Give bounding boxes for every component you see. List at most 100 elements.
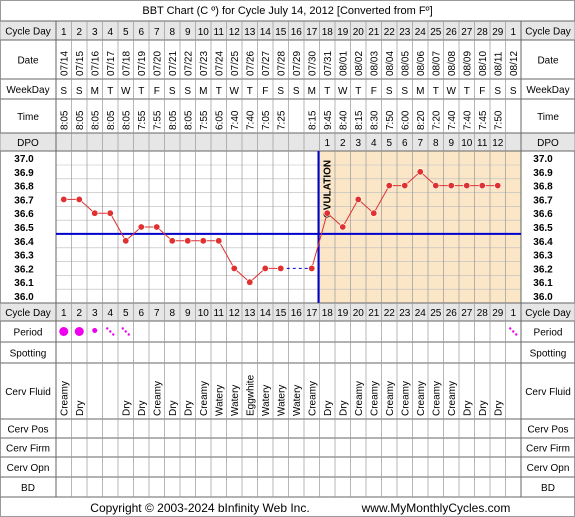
row-label-dpo: DPO bbox=[17, 138, 39, 149]
weekday-label: W bbox=[447, 86, 457, 97]
time-label: 7:40 bbox=[462, 110, 473, 130]
row-label-cerv_opn: Cerv Opn bbox=[527, 463, 570, 474]
weekday-label: T bbox=[464, 86, 470, 97]
temperature-point bbox=[91, 209, 99, 217]
cerv-fluid-label: Eggwhite bbox=[245, 374, 256, 416]
date-label: 07/21 bbox=[168, 51, 179, 76]
date-label: 07/31 bbox=[323, 51, 334, 76]
weekday-label: M bbox=[416, 86, 424, 97]
cycle-day-label: 22 bbox=[384, 27, 396, 38]
y-tick-label: 36.1 bbox=[14, 278, 34, 289]
cycle-day-label: 6 bbox=[138, 308, 144, 319]
cerv-fluid-label: Watery bbox=[292, 385, 303, 416]
cycle-day-label: 20 bbox=[353, 308, 365, 319]
y-tick-label: 36.6 bbox=[533, 209, 553, 220]
time-label: 7:45 bbox=[478, 110, 489, 130]
cycle-day-label: 7 bbox=[154, 27, 160, 38]
period-dot-medium bbox=[92, 328, 98, 333]
cerv-fluid-label: Creamy bbox=[369, 381, 380, 416]
cycle-day-label: 5 bbox=[123, 308, 129, 319]
period-dot-light bbox=[109, 330, 112, 333]
cycle-day-label: 1 bbox=[510, 308, 516, 319]
weekday-label: T bbox=[138, 86, 144, 97]
cycle-day-label: 1 bbox=[61, 308, 67, 319]
cerv-fluid-label: Dry bbox=[323, 400, 334, 416]
y-tick-label: 36.7 bbox=[14, 195, 34, 206]
cycle-day-label: 25 bbox=[430, 27, 442, 38]
row-label-cycle_day: Cycle Day bbox=[5, 308, 51, 319]
cycle-day-label: 26 bbox=[446, 308, 458, 319]
time-label: 7:55 bbox=[152, 110, 163, 130]
row-label-cycle_day: Cycle Day bbox=[525, 27, 571, 38]
cycle-day-label: 2 bbox=[76, 308, 82, 319]
cycle-day-label: 14 bbox=[260, 27, 272, 38]
temperature-point bbox=[308, 264, 316, 272]
weekday-label: S bbox=[169, 86, 176, 97]
y-tick-label: 36.0 bbox=[533, 292, 553, 303]
cerv-fluid-label: Watery bbox=[261, 385, 272, 416]
date-label: 07/22 bbox=[183, 51, 194, 76]
header-band-cd1 bbox=[0, 21, 575, 40]
period-dot-heavy bbox=[59, 327, 69, 336]
cycle-day-label: 1 bbox=[510, 27, 516, 38]
weekday-label: W bbox=[230, 86, 240, 97]
row-label-bd: BD bbox=[21, 483, 35, 494]
header-band-dpo bbox=[0, 133, 575, 151]
date-label: 08/10 bbox=[478, 51, 489, 76]
time-label: 7:40 bbox=[245, 110, 256, 130]
cerv-fluid-label: Creamy bbox=[416, 381, 427, 416]
temperature-point bbox=[478, 182, 486, 190]
time-label: 7:25 bbox=[276, 110, 287, 130]
y-tick-label: 36.4 bbox=[14, 237, 34, 248]
row-label-cerv_fluid: Cerv Fluid bbox=[5, 387, 51, 398]
time-label: 7:55 bbox=[137, 110, 148, 130]
temperature-point bbox=[339, 223, 347, 231]
temperature-point bbox=[137, 223, 145, 231]
temperature-point bbox=[463, 182, 471, 190]
time-label: 8:05 bbox=[59, 110, 70, 130]
period-dot-light bbox=[512, 330, 515, 333]
cycle-day-label: 11 bbox=[214, 27, 225, 38]
row-label-weekday: WeekDay bbox=[6, 85, 49, 96]
ovulation-label: OVULATION bbox=[323, 160, 334, 218]
row-label-cycle_day: Cycle Day bbox=[5, 27, 51, 38]
row-label-cerv_fluid: Cerv Fluid bbox=[525, 387, 571, 398]
cycle-day-label: 12 bbox=[229, 308, 241, 319]
time-label: 6:05 bbox=[214, 110, 225, 130]
temperature-point bbox=[106, 209, 114, 217]
cycle-day-label: 13 bbox=[244, 308, 256, 319]
y-tick-label: 36.2 bbox=[533, 264, 553, 275]
cerv-fluid-label: Dry bbox=[338, 400, 349, 416]
row-label-cerv_firm: Cerv Firm bbox=[6, 444, 50, 455]
period-dot-light bbox=[127, 333, 130, 336]
date-label: 07/16 bbox=[90, 51, 101, 76]
cerv-fluid-label: Dry bbox=[168, 400, 179, 416]
cerv-fluid-label: Creamy bbox=[447, 381, 458, 416]
weekday-label: W bbox=[121, 86, 131, 97]
weekday-label: M bbox=[308, 86, 316, 97]
weekday-label: S bbox=[293, 86, 300, 97]
weekday-label: F bbox=[371, 86, 377, 97]
period-dot-light bbox=[509, 327, 512, 330]
weekday-label: F bbox=[262, 86, 268, 97]
cycle-day-label: 4 bbox=[107, 308, 113, 319]
temperature-point bbox=[168, 237, 176, 245]
date-label: 07/23 bbox=[199, 51, 210, 76]
cycle-day-label: 23 bbox=[399, 27, 411, 38]
row-label-cerv_firm: Cerv Firm bbox=[526, 444, 570, 455]
cycle-day-label: 10 bbox=[198, 308, 210, 319]
y-tick-label: 36.9 bbox=[533, 168, 553, 179]
y-tick-label: 37.0 bbox=[14, 154, 34, 165]
date-label: 07/17 bbox=[106, 51, 117, 76]
cerv-fluid-label: Watery bbox=[230, 385, 241, 416]
time-label: 7:20 bbox=[431, 110, 442, 130]
cerv-fluid-label: Dry bbox=[183, 400, 194, 416]
cerv-fluid-label: Creamy bbox=[354, 381, 365, 416]
cycle-day-label: 29 bbox=[492, 308, 504, 319]
cerv-fluid-label: Creamy bbox=[307, 381, 318, 416]
date-label: 07/26 bbox=[245, 51, 256, 76]
cycle-day-label: 26 bbox=[446, 27, 458, 38]
cycle-day-label: 28 bbox=[477, 308, 489, 319]
weekday-label: S bbox=[510, 86, 517, 97]
time-label: 8:05 bbox=[90, 110, 101, 130]
